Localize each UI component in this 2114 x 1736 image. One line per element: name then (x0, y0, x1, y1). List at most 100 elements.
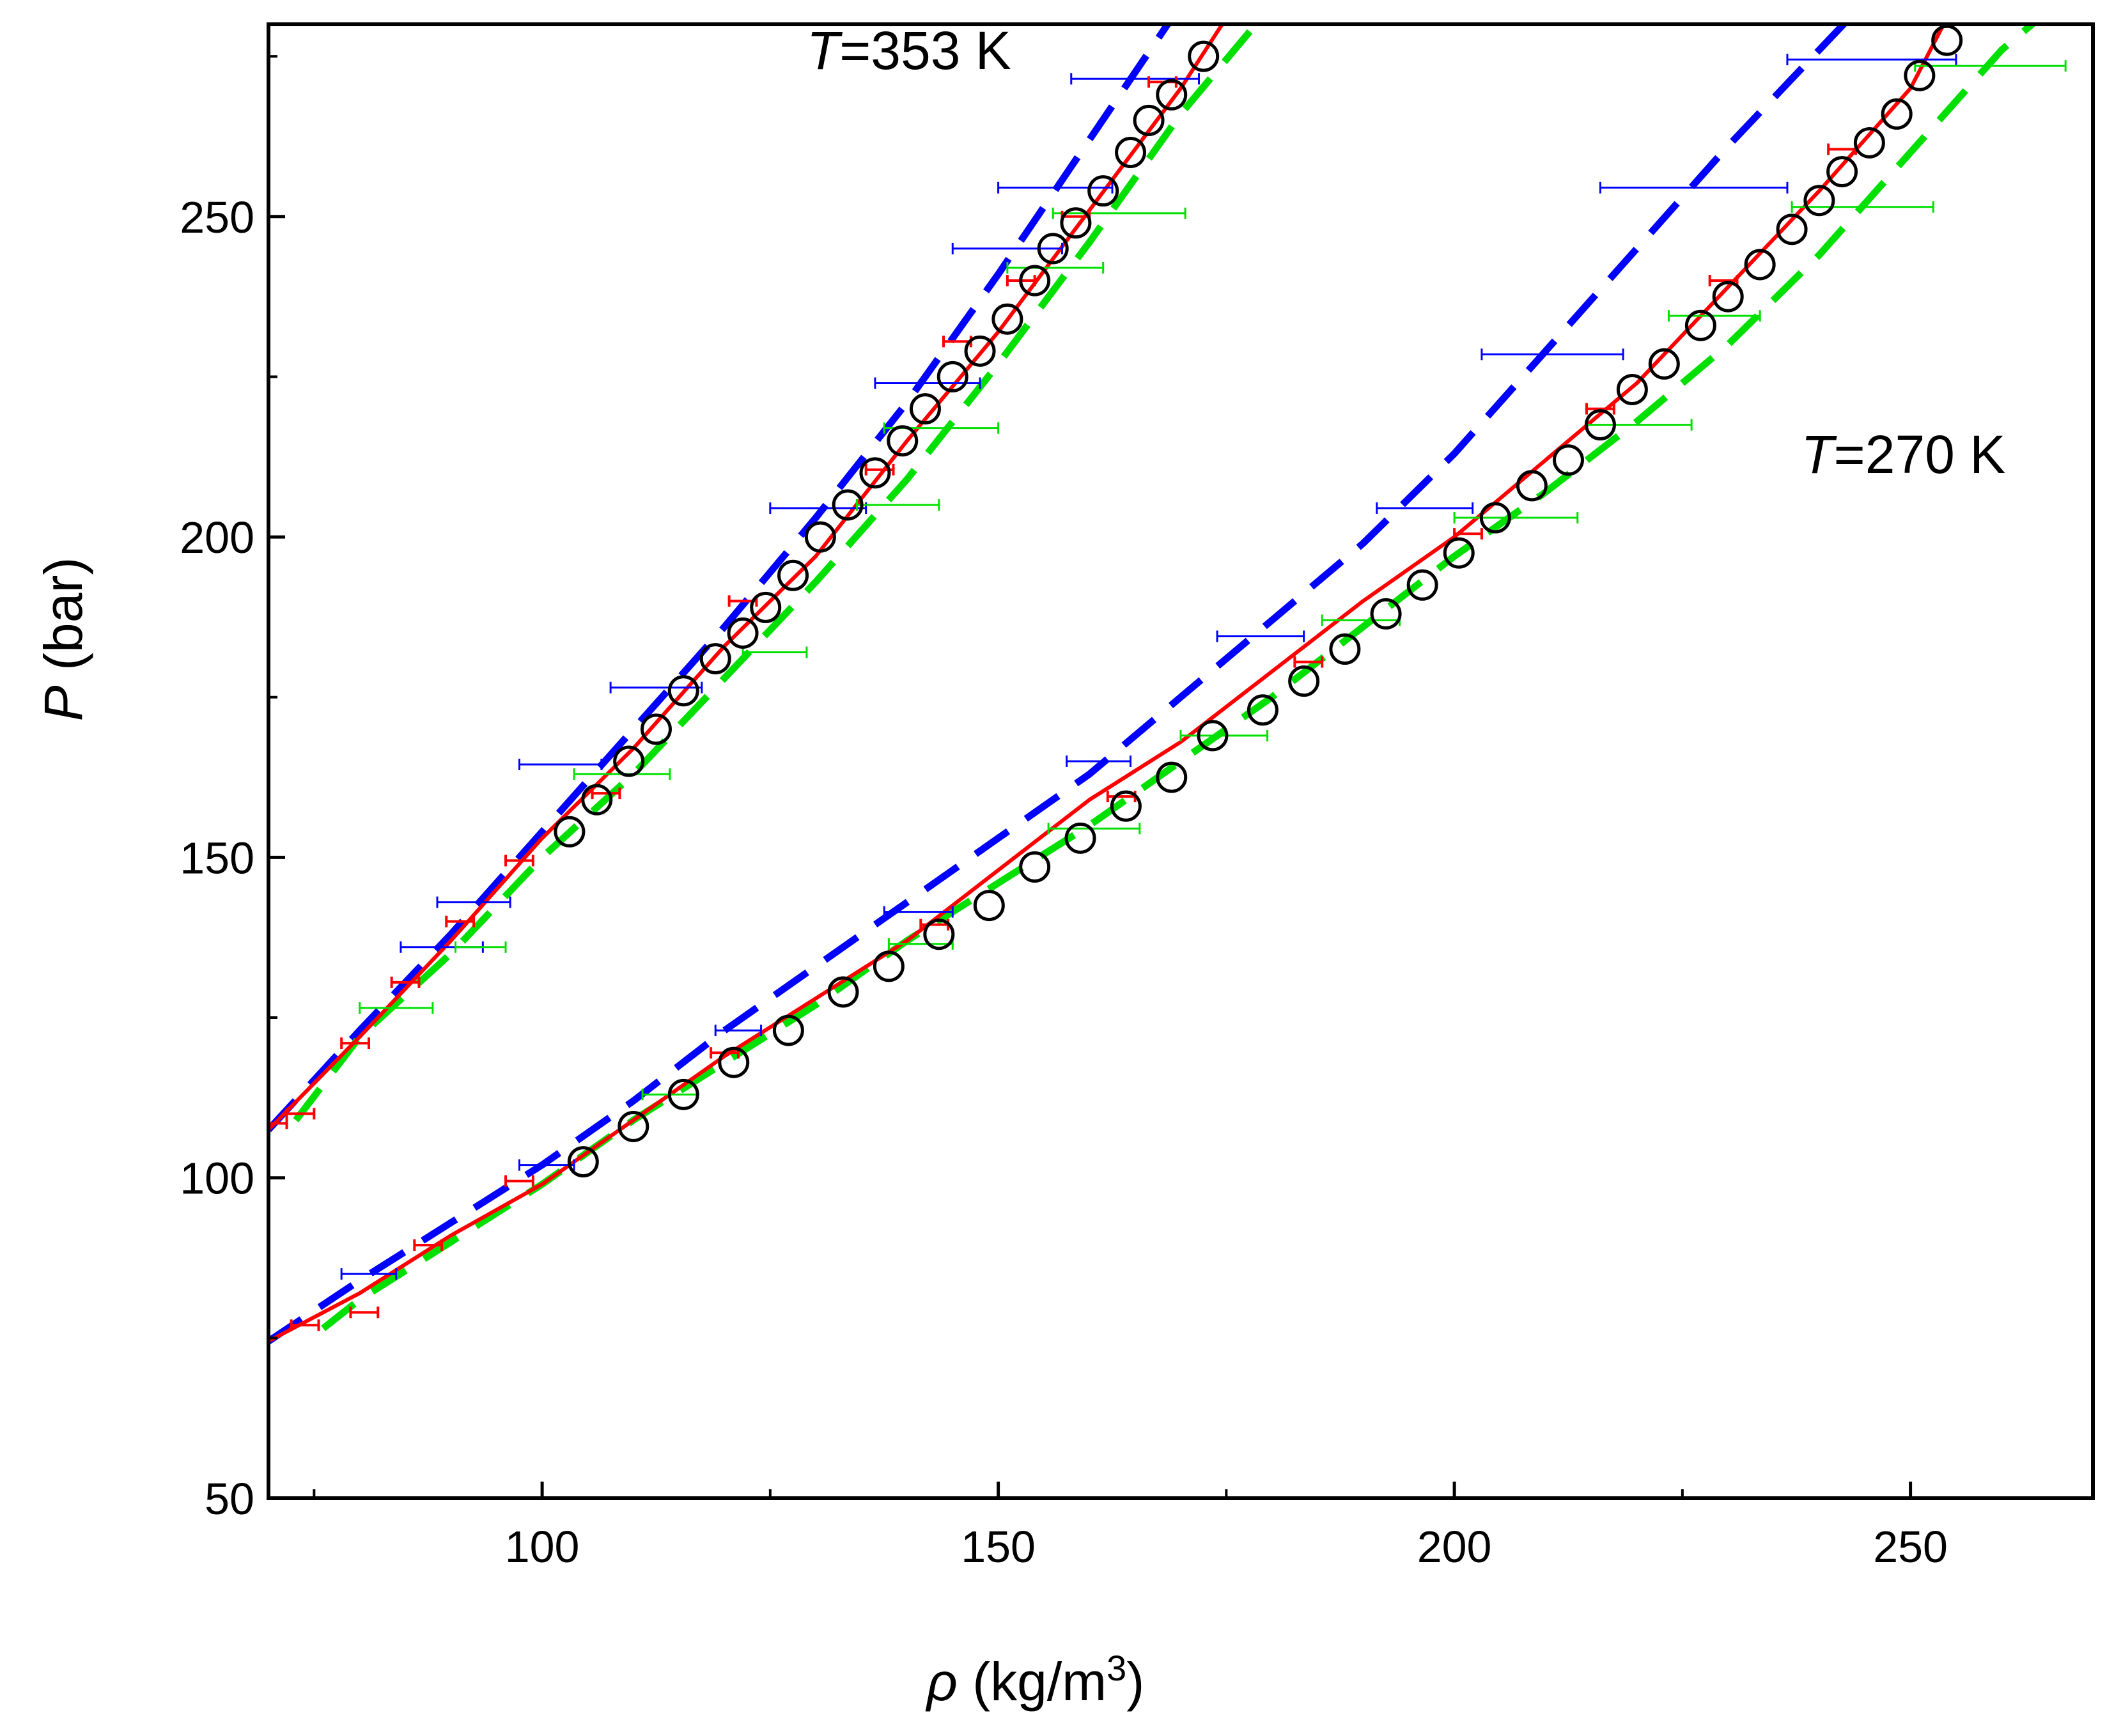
data-point (667, 675, 699, 707)
error-bar (714, 1025, 763, 1037)
data-point (640, 713, 672, 745)
data-point (1037, 233, 1069, 265)
data-point (750, 591, 782, 623)
error-bar (413, 1239, 444, 1251)
error-bar (1052, 207, 1186, 219)
data-point (937, 360, 968, 392)
series-t-353-k-red-model (268, 24, 1225, 1131)
data-point (1826, 156, 1858, 188)
data-point (772, 1014, 804, 1046)
data-point (1064, 822, 1096, 854)
error-bar (1599, 182, 1789, 194)
data-point (1188, 40, 1220, 72)
series-red-error-bars (268, 76, 1857, 1331)
data-point (1584, 409, 1616, 441)
error-bar (1293, 656, 1324, 668)
temperature-symbol: T (807, 20, 843, 81)
data-point (909, 393, 941, 425)
error-bar (504, 855, 534, 867)
error-bar (1786, 54, 1957, 66)
series-t-270-k-blue-error-bars (518, 54, 1957, 1171)
t-270-k-blue-model-path (268, 24, 1849, 1344)
error-bar (390, 976, 421, 988)
temperature-label: T=270 K (1801, 424, 2005, 484)
error-bar (1179, 729, 1269, 741)
data-point (1156, 79, 1188, 111)
error-bar (997, 182, 1114, 194)
series-t-353-k-blue-error-bars (340, 73, 1201, 1280)
series-t-270-k-green-error-bars (641, 60, 2067, 1101)
data-point (1684, 309, 1716, 341)
t-270-k-green-model-path (321, 24, 2038, 1331)
x-axis-title: ρ (kg/m3) (925, 1648, 1145, 1712)
data-point (1247, 694, 1279, 726)
data-point (727, 617, 759, 649)
temperature-value: =270 K (1834, 424, 2006, 484)
data-point (873, 950, 905, 982)
error-bar (609, 681, 703, 694)
data-point (667, 1078, 699, 1110)
data-point (699, 643, 731, 675)
error-bar (742, 646, 808, 658)
error-bar (1585, 403, 1615, 415)
data-point (1853, 127, 1885, 159)
axis-ticks: 100 150 200 250 50 100 150 200 250 (180, 55, 1948, 1572)
data-point (991, 303, 1023, 335)
error-bar (268, 1117, 288, 1129)
y-axis-title: P (bar) (33, 557, 93, 722)
data-point (964, 335, 996, 367)
error-bar (359, 1002, 434, 1014)
temperature-value: =353 K (839, 20, 1011, 81)
error-bar (518, 759, 603, 771)
data-point (1931, 24, 1963, 56)
series-t-353-k-green-model (293, 24, 1261, 1122)
data-point (618, 1110, 649, 1142)
data-point (1648, 348, 1680, 380)
error-bar (340, 1037, 370, 1050)
error-bar (518, 1159, 575, 1171)
error-bar (1453, 512, 1579, 524)
x-tick-label: 250 (1873, 1522, 1948, 1572)
t-353-k-blue-model-path (268, 24, 1172, 1133)
error-bar (1216, 630, 1305, 642)
data-point (1370, 598, 1402, 630)
data-point (1803, 185, 1835, 217)
y-tick-label: 50 (205, 1474, 254, 1524)
data-point (777, 559, 809, 591)
data-point (1115, 137, 1147, 169)
error-bar (455, 941, 507, 953)
error-bar (1376, 502, 1474, 514)
series-t-270-k-green-model (321, 24, 2038, 1331)
error-bar (436, 896, 511, 908)
error-bar (285, 1108, 316, 1120)
error-bar (1006, 261, 1105, 274)
x-tick-label: 100 (505, 1522, 580, 1572)
y-tick-label: 100 (180, 1154, 254, 1204)
data-point (1110, 790, 1142, 822)
temperature-symbol: T (1801, 424, 1837, 484)
data-point (1616, 373, 1648, 405)
y-tick-label: 150 (180, 833, 254, 883)
series-t-270-k-blue-model (268, 24, 1849, 1344)
error-bar (340, 1268, 398, 1280)
data-point (1776, 213, 1808, 245)
data-point (581, 784, 613, 816)
series-t-353-k-experimental (554, 40, 1220, 848)
data-point (554, 816, 586, 848)
data-point (718, 1046, 750, 1078)
error-bar (1453, 528, 1483, 540)
error-bar (349, 1306, 380, 1319)
data-point (1443, 537, 1475, 569)
data-point (1516, 470, 1548, 502)
error-bar (1047, 823, 1141, 835)
error-bar (1791, 201, 1934, 213)
error-bar (874, 377, 981, 389)
plot-content (268, 24, 2067, 1344)
data-point (1019, 851, 1051, 883)
series-t-270-k-red-model (268, 24, 1946, 1344)
data-point (1329, 633, 1361, 665)
data-point (1406, 569, 1438, 601)
data-point (1197, 720, 1229, 752)
data-point (832, 489, 864, 521)
